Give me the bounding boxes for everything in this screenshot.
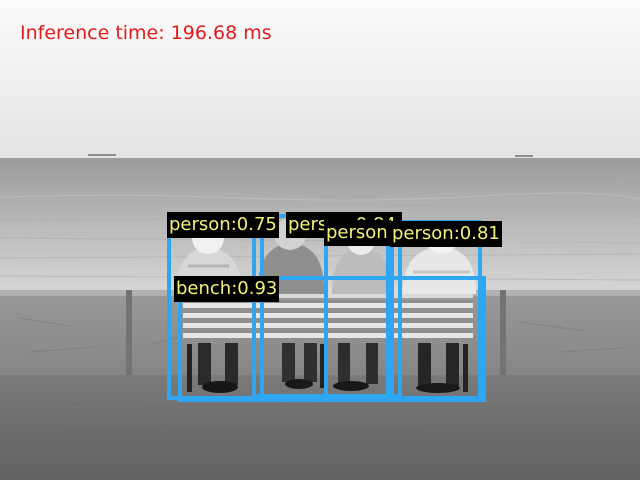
person-label: person:0.81 xyxy=(390,221,502,247)
inference-time-text: Inference time: 196.68 ms xyxy=(20,22,272,44)
bench-detection-box xyxy=(178,276,486,402)
bench-label: bench:0.93 xyxy=(174,276,280,302)
horizon-boats xyxy=(88,154,533,157)
bench xyxy=(183,286,473,392)
person-label: person xyxy=(324,220,390,246)
person-label: person:0.75 xyxy=(167,212,279,238)
promenade-path xyxy=(0,375,640,480)
sky xyxy=(0,0,640,158)
